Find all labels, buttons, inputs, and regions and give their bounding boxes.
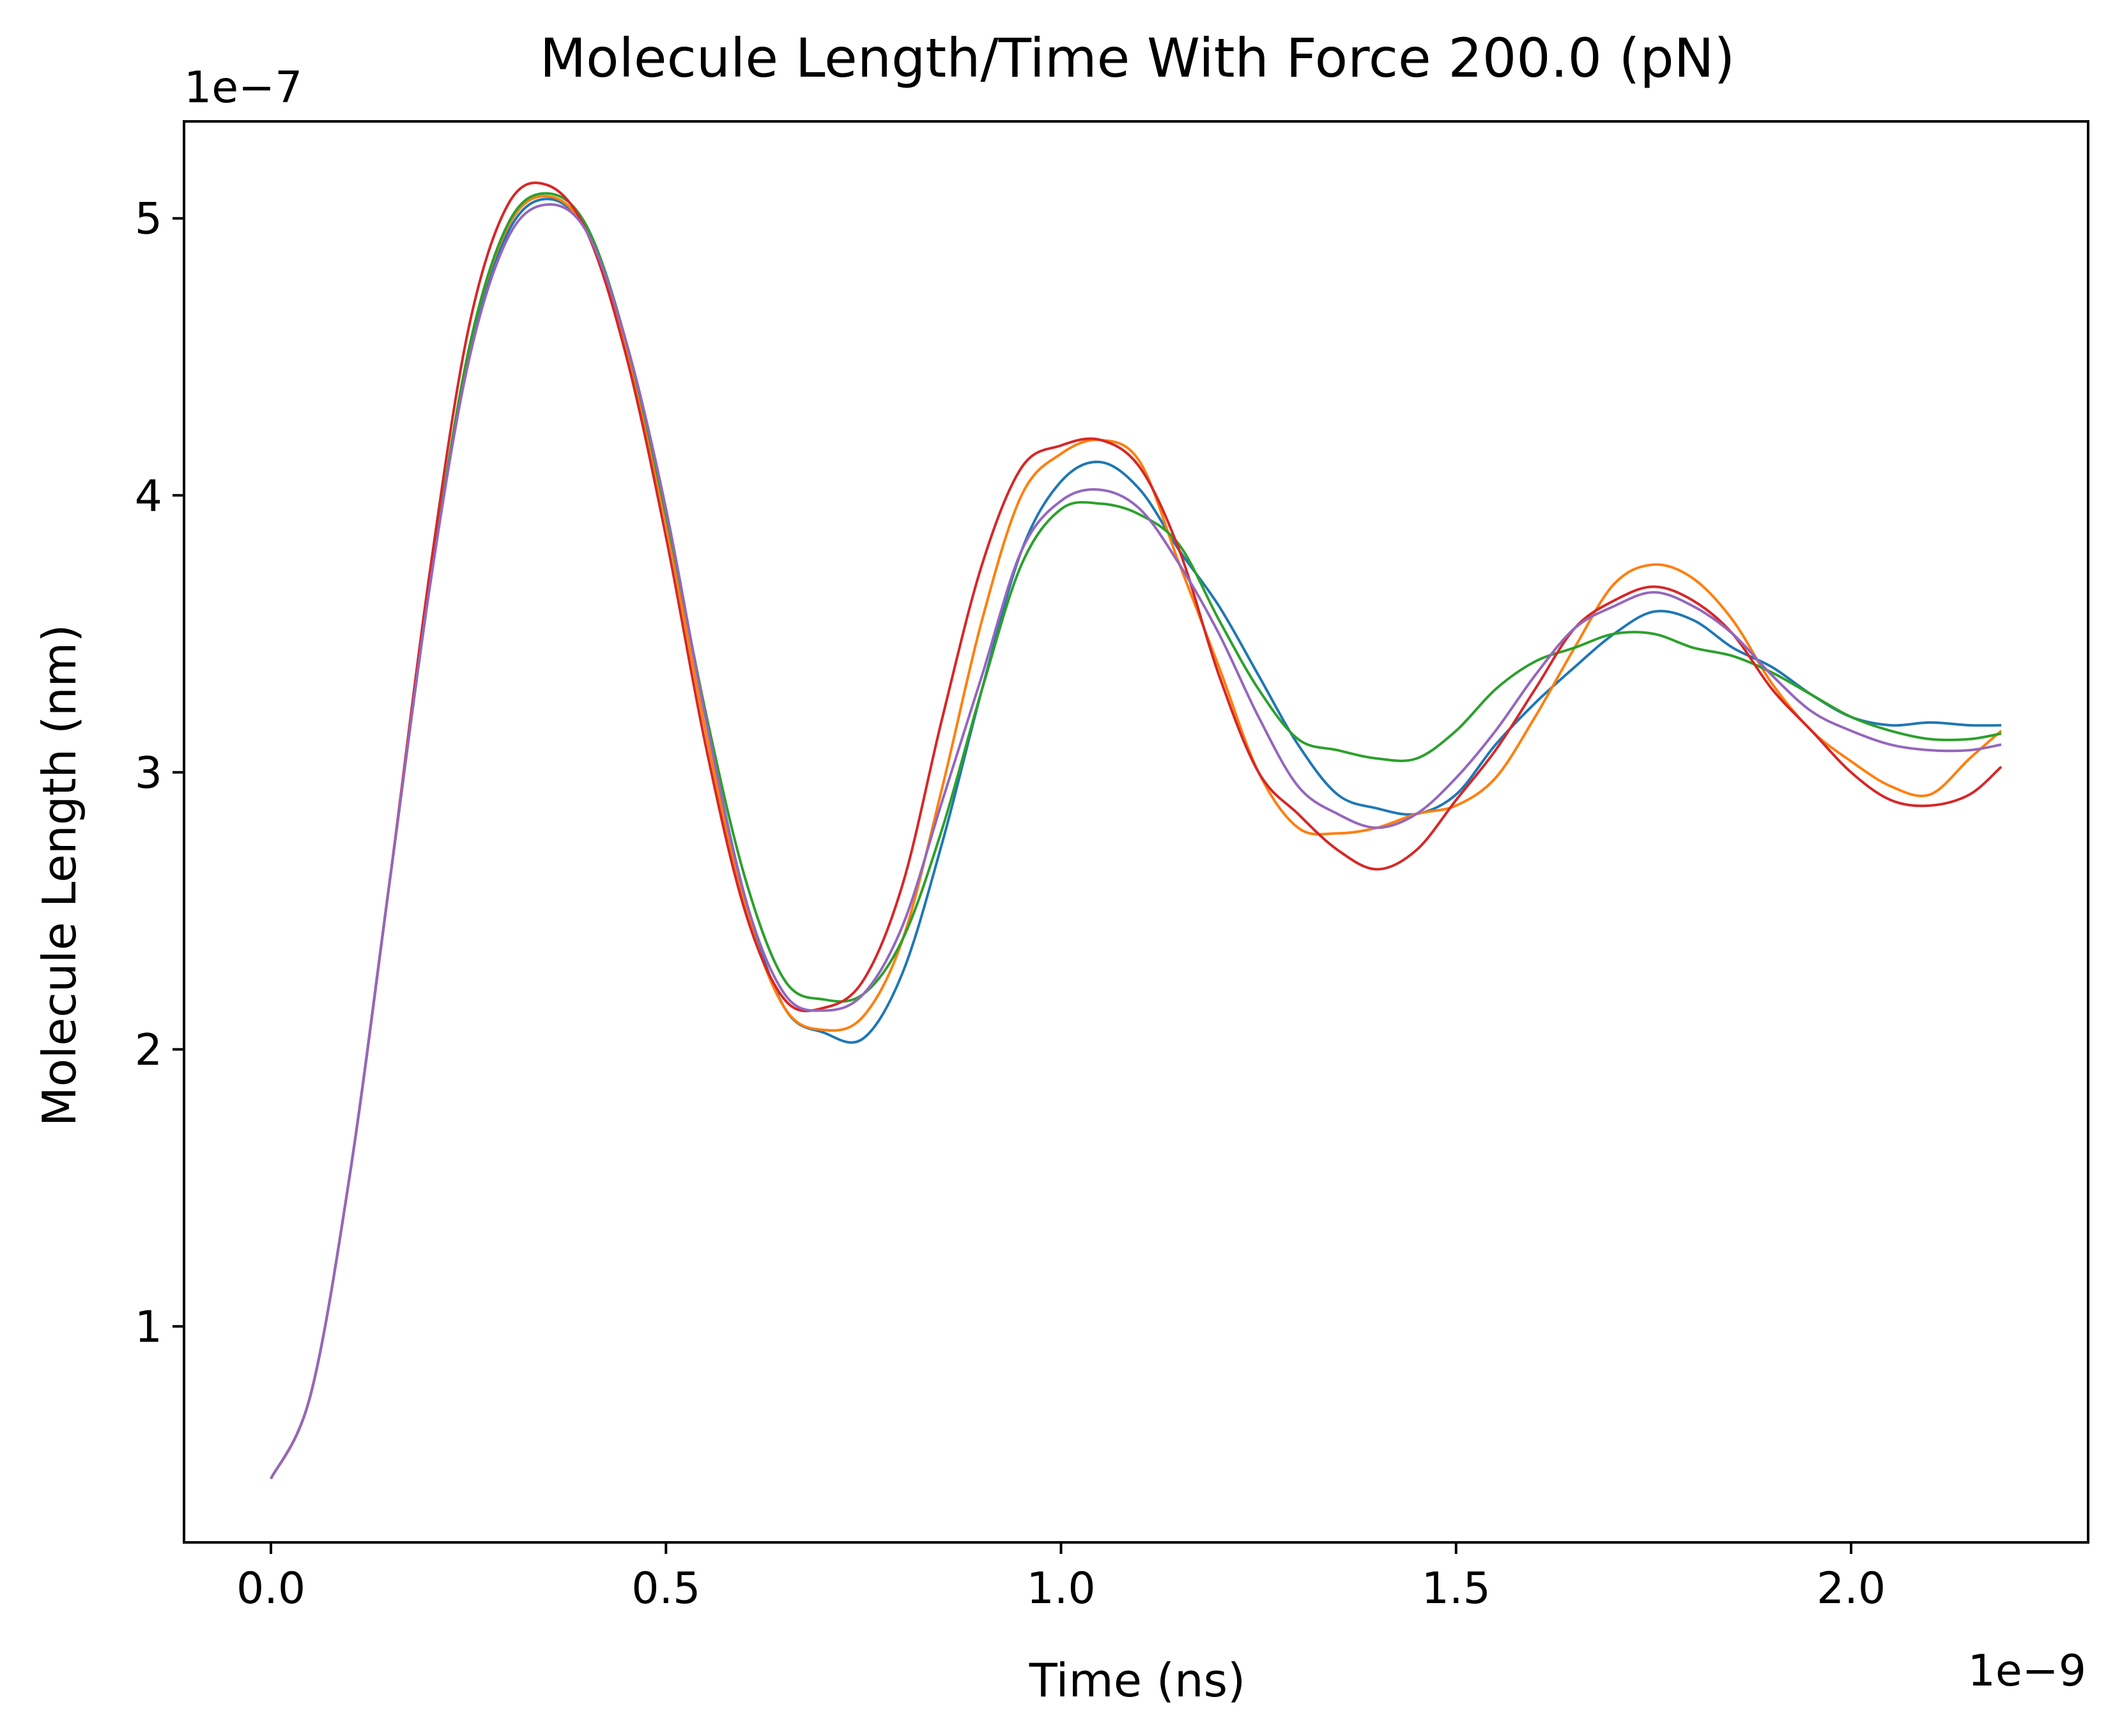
series-group	[270, 181, 2003, 1480]
series-line-4	[270, 181, 2003, 1480]
series-line-5	[270, 203, 2002, 1480]
y-tick-label: 2	[135, 1025, 162, 1075]
x-axis-label: Time (ns)	[1029, 1654, 1245, 1707]
x-tick-label: 0.5	[631, 1563, 700, 1614]
x-tick-label: 1.0	[1026, 1563, 1095, 1614]
x-axis-offset-label: 1e−9	[1968, 1646, 2086, 1696]
x-tick-label: 0.0	[236, 1563, 305, 1614]
x-axis-ticks: 0.0 0.5 1.0 1.5 2.0	[236, 1542, 1886, 1614]
y-axis-ticks: 1 2 3 4 5	[135, 194, 184, 1353]
y-axis-label: Molecule Length (nm)	[33, 624, 86, 1126]
y-axis-offset-label: 1e−7	[184, 63, 302, 113]
chart-title: Molecule Length/Time With Force 200.0 (p…	[540, 27, 1735, 89]
y-tick-label: 3	[135, 748, 162, 799]
series-line-3	[270, 192, 2002, 1480]
plot-area-frame	[183, 120, 2089, 1544]
x-tick-label: 2.0	[1817, 1563, 1886, 1614]
y-tick-label: 5	[135, 194, 162, 245]
y-tick-label: 4	[135, 471, 162, 521]
x-tick-label: 1.5	[1422, 1563, 1491, 1614]
y-tick-label: 1	[135, 1302, 162, 1353]
